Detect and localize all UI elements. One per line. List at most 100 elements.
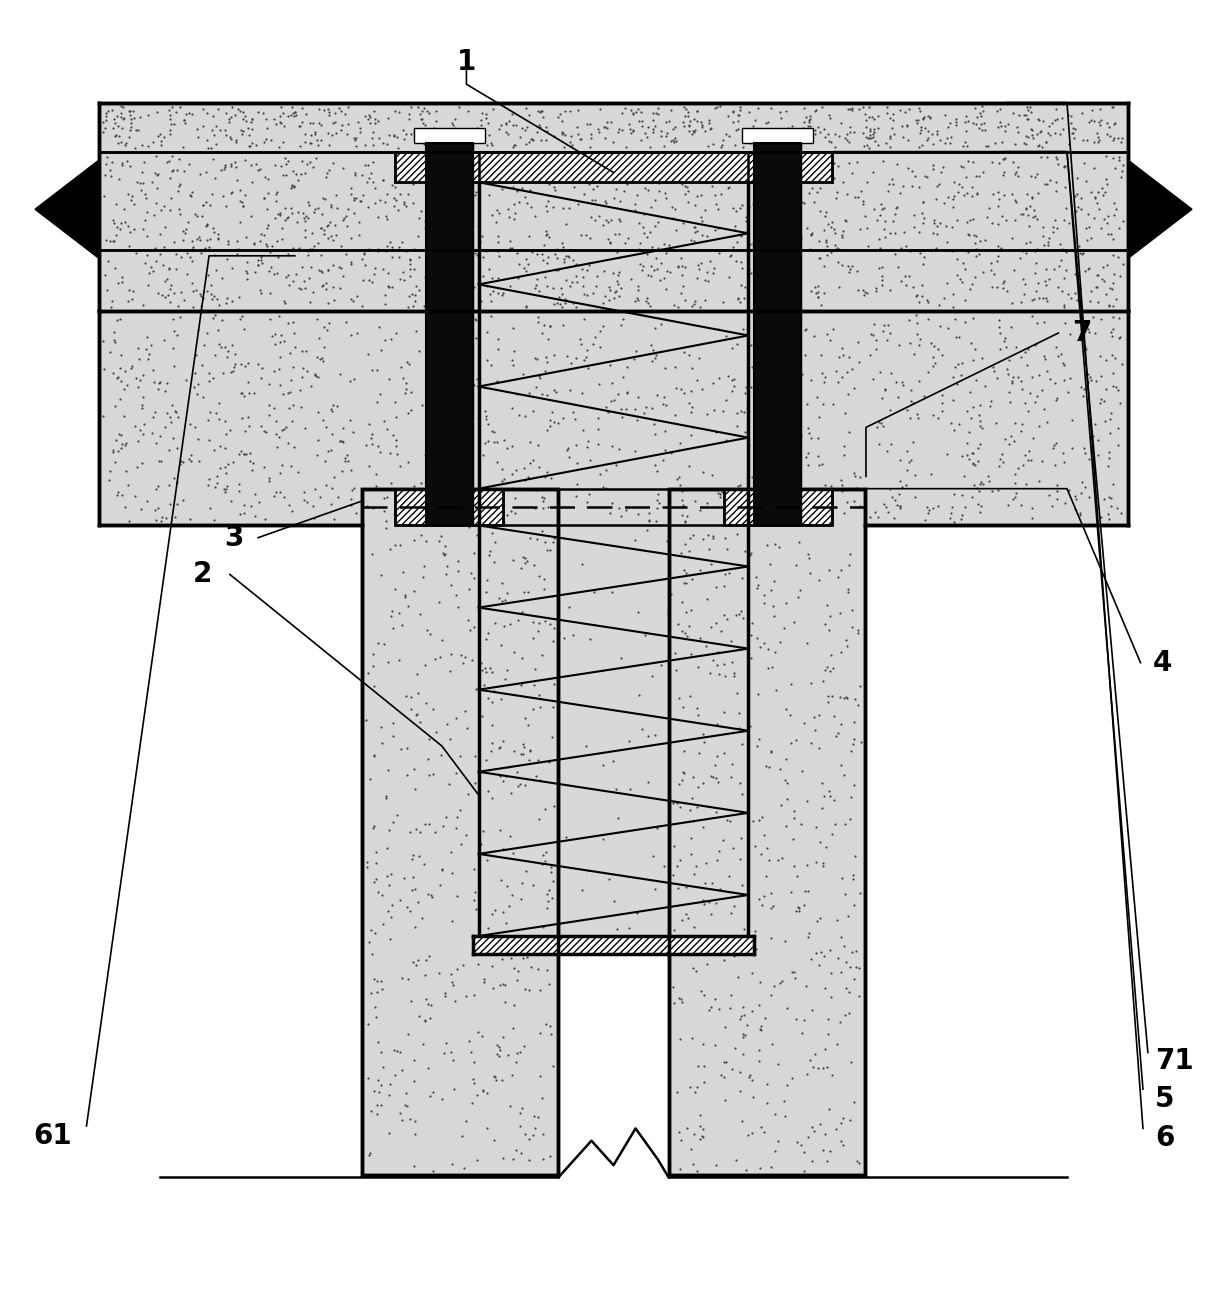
Point: [453, 233, 472, 254]
Point: [731, 875, 751, 896]
Point: [929, 407, 948, 428]
Point: [874, 416, 893, 437]
Point: [378, 652, 398, 673]
Point: [934, 288, 953, 308]
Point: [553, 627, 573, 648]
Point: [324, 467, 344, 487]
Point: [512, 1098, 531, 1118]
Point: [579, 483, 599, 504]
Point: [685, 121, 704, 141]
Point: [245, 483, 265, 504]
Point: [209, 229, 228, 250]
Point: [331, 119, 351, 140]
Point: [758, 639, 778, 660]
Point: [456, 342, 476, 363]
Point: [814, 855, 833, 876]
Point: [169, 203, 189, 224]
Point: [756, 866, 775, 886]
Point: [131, 162, 151, 183]
Point: [717, 608, 736, 629]
Point: [569, 128, 589, 149]
Point: [546, 259, 566, 280]
Point: [432, 1089, 452, 1109]
Point: [402, 295, 422, 316]
Point: [610, 211, 629, 232]
Point: [724, 369, 744, 390]
Point: [209, 294, 228, 315]
Point: [826, 223, 845, 244]
Point: [535, 531, 555, 552]
Point: [655, 421, 675, 442]
Point: [339, 198, 358, 219]
Point: [810, 201, 829, 222]
Point: [697, 954, 717, 975]
Point: [530, 980, 550, 1001]
Point: [1054, 354, 1074, 375]
Point: [623, 121, 643, 141]
Point: [183, 297, 202, 318]
Point: [640, 334, 660, 355]
Point: [409, 892, 428, 912]
Point: [735, 382, 755, 403]
Point: [909, 136, 929, 157]
Point: [1065, 283, 1085, 303]
Point: [692, 378, 712, 399]
Point: [526, 244, 546, 264]
Point: [544, 531, 563, 552]
Point: [453, 390, 472, 411]
Point: [488, 241, 508, 262]
Point: [252, 250, 271, 271]
Point: [903, 432, 923, 452]
Bar: [472, 936, 755, 954]
Point: [740, 503, 760, 524]
Point: [402, 849, 422, 870]
Point: [196, 323, 216, 343]
Point: [558, 438, 578, 459]
Point: [465, 883, 485, 903]
Point: [506, 459, 525, 480]
Point: [1092, 178, 1112, 198]
Point: [838, 906, 858, 927]
Point: [1033, 288, 1053, 308]
Point: [834, 765, 854, 785]
Point: [1014, 284, 1033, 305]
Point: [717, 390, 736, 411]
Point: [271, 96, 291, 117]
Point: [304, 202, 324, 223]
Point: [333, 417, 352, 438]
Point: [1070, 277, 1090, 298]
Point: [849, 98, 869, 119]
Point: [833, 220, 853, 241]
Point: [375, 294, 395, 315]
Point: [318, 293, 337, 314]
Point: [1061, 288, 1081, 308]
Point: [691, 981, 710, 1002]
Point: [598, 213, 617, 233]
Point: [859, 106, 879, 127]
Point: [285, 106, 304, 127]
Point: [402, 504, 422, 525]
Point: [389, 240, 409, 260]
Point: [715, 1090, 735, 1111]
Point: [385, 391, 405, 412]
Point: [368, 238, 388, 259]
Point: [707, 421, 726, 442]
Point: [794, 713, 814, 734]
Point: [1101, 321, 1120, 342]
Point: [733, 1111, 752, 1131]
Point: [290, 115, 309, 136]
Point: [661, 197, 681, 218]
Point: [777, 699, 796, 719]
Point: [640, 222, 660, 242]
Point: [672, 910, 692, 931]
Point: [659, 491, 679, 512]
Point: [589, 407, 609, 428]
Point: [583, 283, 602, 303]
Point: [225, 354, 244, 375]
Point: [1052, 238, 1071, 259]
Point: [789, 531, 809, 552]
Point: [820, 105, 839, 126]
Point: [1033, 226, 1053, 246]
Point: [110, 218, 130, 238]
Point: [809, 446, 828, 467]
